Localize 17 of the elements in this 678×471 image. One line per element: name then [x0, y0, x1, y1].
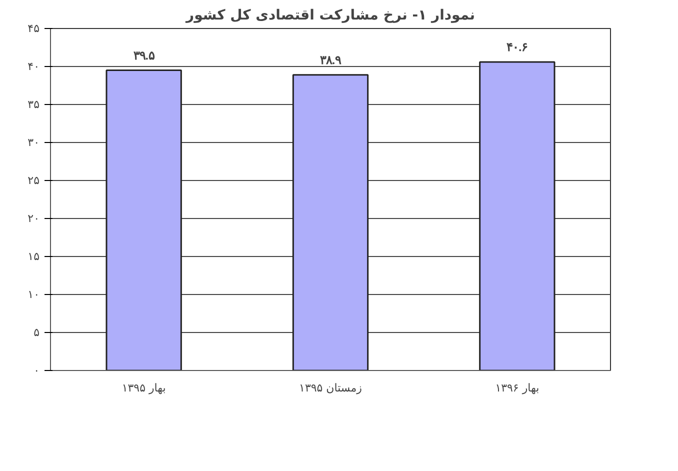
y-tick-label: ۵ — [34, 326, 40, 339]
y-tick-label: ۱۰ — [28, 288, 40, 301]
x-tick-label: بهار ۱۳۹۵ — [122, 382, 166, 394]
y-tick-label: ۰ — [34, 364, 40, 377]
y-tick-label: ۲۰ — [28, 212, 40, 225]
y-tick-label: ۱۵ — [28, 250, 40, 263]
y-tick-label: ۴۰ — [28, 60, 40, 73]
y-tick-label: ۲۵ — [28, 174, 40, 187]
x-tick-label: بهار ۱۳۹۶ — [495, 382, 540, 394]
data-label: ۳۸.۹ — [320, 52, 342, 67]
data-label: ۴۰.۶ — [506, 40, 528, 54]
x-tick-label: زمستان ۱۳۹۵ — [299, 382, 362, 394]
y-tick-label: ۴۵ — [28, 22, 40, 35]
y-tick-label: ۳۵ — [28, 98, 40, 111]
y-tick-label: ۳۰ — [28, 136, 40, 149]
data-label: ۳۹.۵ — [133, 48, 156, 62]
chart-title: نمودار ۱- نرخ مشارکت اقتصادی کل کشور — [185, 8, 475, 24]
